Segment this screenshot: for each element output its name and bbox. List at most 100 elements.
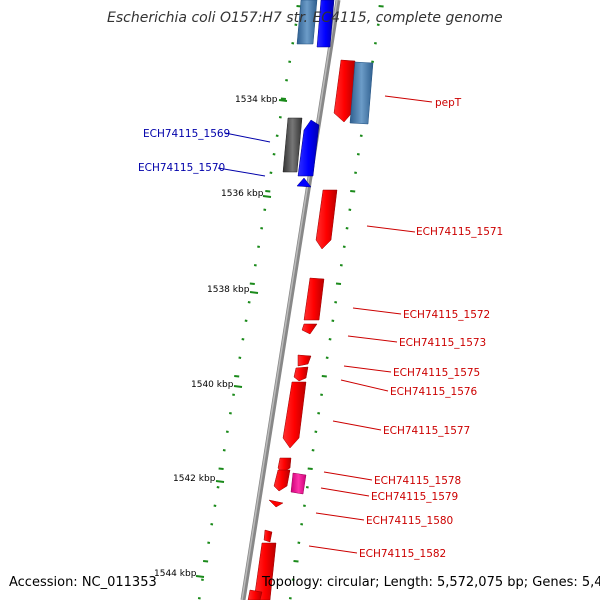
leader-ECH74115_1571 (366, 225, 416, 233)
gene-ECH74115_1577[interactable] (282, 381, 307, 449)
gc-tick (241, 338, 245, 341)
gc-tick (280, 97, 286, 100)
gene-steel-top-left[interactable] (296, 0, 318, 45)
leader-ECH74115_1578 (323, 471, 373, 481)
kbp-tick-1536 (262, 195, 272, 198)
gc-tick (269, 171, 273, 174)
gc-tick (229, 412, 232, 415)
label-ECH74115_1571[interactable]: ECH74115_1571 (416, 226, 503, 238)
gc-tick (265, 190, 271, 193)
kbp-label-1540: 1540 kbp (191, 380, 234, 390)
gene-ECH74115_1569[interactable] (282, 117, 303, 173)
gc-tick (335, 282, 342, 285)
gc-tick (334, 301, 338, 304)
genome-backbone (240, 0, 341, 600)
gene-red-bottom-b[interactable] (247, 589, 263, 600)
gc-tick (339, 264, 343, 267)
gc-tick (238, 356, 242, 359)
gc-tick (234, 375, 240, 378)
gc-tick (272, 153, 276, 156)
kbp-label-1542: 1542 kbp (173, 474, 216, 484)
gc-tick (297, 541, 301, 544)
gc-tick (376, 23, 380, 26)
gc-tick (378, 5, 384, 8)
gc-tick (300, 523, 304, 526)
label-ECH74115_1578[interactable]: ECH74115_1578 (374, 475, 461, 487)
gc-tick (201, 578, 204, 581)
gene-blue-small[interactable] (296, 177, 312, 188)
gene-ECH74115_1579-misc[interactable] (290, 472, 307, 495)
gc-tick (305, 486, 309, 489)
gc-tick (197, 597, 201, 600)
gc-tick (321, 375, 327, 378)
gene-blue-top[interactable] (316, 0, 335, 48)
label-ECH74115_1569[interactable]: ECH74115_1569 (143, 128, 230, 140)
leader-ECH74115_1569 (224, 132, 271, 143)
gc-tick (253, 264, 257, 267)
reverse-strand-genes (282, 0, 335, 188)
genome-backbone-highlight (241, 0, 338, 600)
forward-strand-genes (247, 59, 374, 600)
leader-ECH74115_1575 (343, 365, 392, 373)
gene-ECH74115_1571[interactable] (315, 189, 338, 250)
gc-tick (207, 541, 211, 544)
gene-ECH74115_1575[interactable] (297, 354, 312, 367)
gene-pepT[interactable] (349, 61, 374, 125)
leader-ECH74115_1579 (320, 487, 370, 497)
gc-tick (314, 430, 318, 433)
kbp-label-1534: 1534 kbp (235, 95, 278, 105)
gc-tick (275, 134, 279, 137)
kbp-label-1536: 1536 kbp (221, 189, 264, 199)
gc-tick (294, 23, 298, 26)
gene-ECH74115_1576[interactable] (293, 366, 309, 382)
gc-tick (359, 134, 363, 137)
label-ECH74115_1570[interactable]: ECH74115_1570 (138, 162, 225, 174)
kbp-tick-1542 (215, 480, 225, 483)
gene-ECH74115_1573[interactable] (301, 323, 318, 335)
label-ECH74115_1576[interactable]: ECH74115_1576 (390, 386, 478, 398)
kbp-tick-1540 (233, 385, 243, 388)
gc-tick (325, 356, 329, 359)
gc-tick (354, 171, 357, 174)
kbp-tick-1544 (195, 575, 205, 578)
gene-ECH74115_1582[interactable] (253, 542, 277, 600)
gc-tick (210, 523, 214, 526)
leader-ECH74115_1573 (347, 335, 398, 343)
label-ECH74115_1580[interactable]: ECH74115_1580 (366, 515, 453, 527)
gc-tick (249, 282, 255, 285)
gene-ECH74115_1579[interactable] (273, 469, 291, 492)
genome-title: Escherichia coli O157:H7 str. EC4115, co… (107, 10, 503, 26)
label-ECH74115_1577[interactable]: ECH74115_1577 (383, 425, 470, 437)
kbp-label-1538: 1538 kbp (207, 285, 250, 295)
gc-tick (328, 338, 332, 341)
gc-tick (350, 190, 356, 193)
gene-red-bottom-a[interactable] (263, 529, 273, 543)
gc-tick (303, 504, 306, 507)
gc-tick (371, 60, 374, 63)
gc-tick (218, 467, 224, 470)
gc-tick (263, 208, 267, 211)
label-ECH74115_1579[interactable]: ECH74115_1579 (371, 491, 458, 503)
leader-ECH74115_1582 (308, 545, 358, 554)
gc-tick (293, 560, 299, 563)
gc-tick (288, 60, 292, 63)
label-ECH74115_1582[interactable]: ECH74115_1582 (359, 548, 446, 560)
gc-tick (291, 578, 295, 581)
gc-tick (232, 393, 235, 396)
gene-ECH74115_1580[interactable] (268, 499, 284, 508)
gc-tick (247, 301, 251, 304)
gc-tick (285, 79, 288, 82)
gc-tick (311, 449, 315, 452)
gene-red-pepT-a[interactable] (333, 59, 356, 123)
label-ECH74115_1572[interactable]: ECH74115_1572 (403, 309, 490, 321)
gc-tick (260, 227, 264, 230)
label-ECH74115_1573[interactable]: ECH74115_1573 (399, 337, 486, 349)
label-ECH74115_1575[interactable]: ECH74115_1575 (393, 367, 480, 379)
gc-tick (345, 227, 349, 230)
label-pepT[interactable]: pepT (435, 97, 462, 109)
gene-ECH74115_1570[interactable] (297, 119, 320, 177)
gc-tick (331, 319, 335, 322)
gene-ECH74115_1572[interactable] (303, 277, 325, 321)
kbp-tick-1538 (249, 291, 259, 294)
gc-tick (317, 412, 321, 415)
